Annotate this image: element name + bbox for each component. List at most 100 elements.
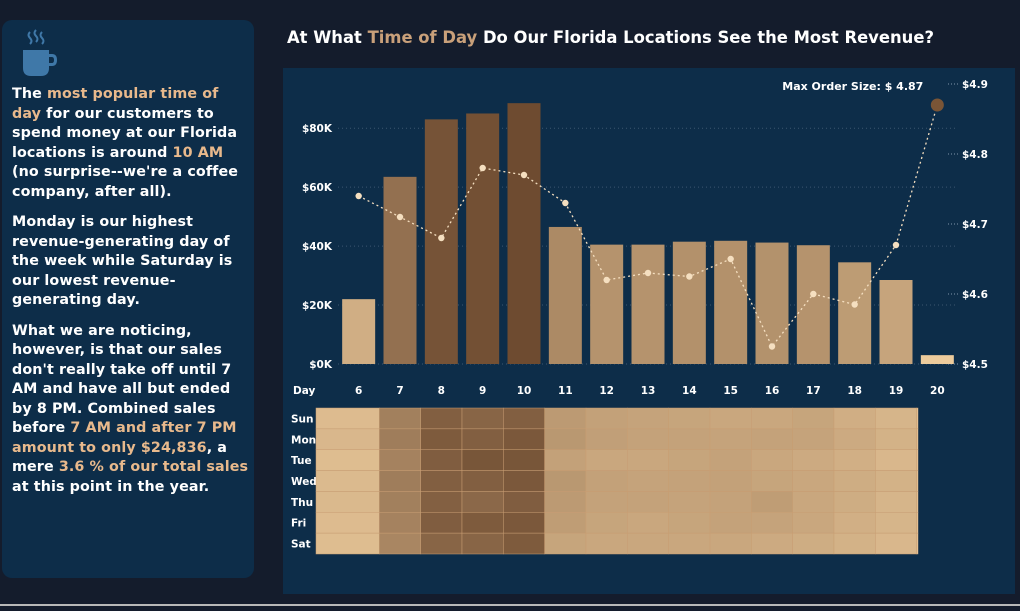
heatmap-cell: [315, 512, 380, 534]
y2-tick-label: $4.7: [962, 219, 988, 231]
heatmap-cell: [875, 449, 917, 471]
max-order-line: Max Order Size: $ 4.87: [355, 80, 944, 350]
heatmap-cell: [627, 532, 669, 555]
heatmap-cell: [833, 512, 876, 534]
x-tick-label: 11: [558, 385, 573, 397]
heatmap-cell: [627, 407, 669, 430]
heatmap-cell: [875, 512, 917, 534]
revenue-bar: [507, 103, 541, 364]
heatmap-cell: [709, 532, 752, 555]
heatmap-cell: [315, 491, 380, 513]
heatmap-cell: [585, 407, 628, 430]
heatmap-cell: [420, 407, 463, 430]
revenue-chart: Max Order Size: $ 4.87 $0K $20K $40K $60K $8…: [291, 79, 988, 555]
p3-segment-3: 3.6 % of our total sales: [58, 459, 249, 475]
p1-segment-0: The: [12, 86, 48, 102]
heatmap-cell: [379, 407, 421, 430]
x-tick-label: 15: [723, 385, 738, 397]
x-tick-label: 10: [517, 385, 532, 397]
bottom-divider: [0, 604, 1020, 606]
revenue-bar: [424, 119, 458, 364]
x-tick-label: 7: [396, 385, 403, 397]
heatmap-cell: [544, 428, 587, 450]
heatmap-cell: [627, 470, 669, 492]
heatmap-cell: [875, 407, 917, 430]
x-tick-label: 12: [599, 385, 614, 397]
y2-tick-label: $4.8: [962, 149, 988, 161]
heatmap-cell: [709, 470, 752, 492]
page-title: At What Time of Day Do Our Florida Locat…: [287, 28, 934, 47]
heatmap-cell: [544, 470, 587, 492]
heatmap-cell: [544, 407, 587, 430]
heatmap-cell: [792, 532, 835, 555]
coffee-cup-icon: [23, 29, 57, 76]
heatmap-cell: [668, 470, 711, 492]
heatmap-cell: [585, 428, 628, 450]
x-tick-label: 14: [682, 385, 697, 397]
chart-panel: Max Order Size: $ 4.87 $0K $20K $40K $60K $8…: [283, 68, 1015, 594]
heatmap-cell: [875, 428, 917, 450]
heatmap-cell: [792, 491, 835, 513]
heatmap-cell: [544, 491, 587, 513]
p3-segment-0: What we are noticing, however, is that o…: [12, 322, 232, 437]
heatmap-cell: [916, 449, 919, 471]
heatmap-cell: [833, 491, 876, 513]
heatmap-cell: [833, 449, 876, 471]
heatmap: Sun Mon Tue Wed Thu Fri Sat: [291, 407, 919, 555]
max-order-annotation: Max Order Size: $ 4.87: [782, 80, 923, 93]
heatmap-cell: [627, 512, 669, 534]
revenue-bar: [796, 245, 830, 364]
heatmap-cell: [627, 449, 669, 471]
p1-segment-1: most popular time of day: [12, 86, 219, 122]
heatmap-cell: [668, 491, 711, 513]
max-order-point: [851, 301, 858, 308]
heatmap-cell: [544, 512, 587, 534]
story-paragraph-2: Monday is our highest revenue-generating…: [12, 213, 250, 311]
heatmap-cell: [709, 512, 752, 534]
heatmap-cell: [751, 449, 793, 471]
max-order-point: [892, 241, 900, 249]
story-paragraph-3: What we are noticing, however, is that o…: [12, 322, 250, 498]
heatmap-cell: [503, 470, 545, 492]
max-order-point: [768, 343, 776, 350]
heatmap-cell: [379, 428, 421, 450]
heatmap-cell: [668, 428, 711, 450]
max-order-point: [562, 199, 569, 207]
title-highlight: Time of Day: [367, 28, 478, 47]
heatmap-cell: [503, 491, 545, 513]
heatmap-cell: [668, 512, 711, 534]
heatmap-cell: [379, 470, 421, 492]
heatmap-cell: [503, 512, 545, 534]
max-order-point: [727, 255, 734, 263]
story-text: The most popular time of day for our cus…: [12, 85, 250, 508]
heatmap-cell: [916, 491, 919, 513]
heatmap-cell: [315, 449, 380, 471]
heatmap-cell: [461, 428, 504, 450]
p3-segment-2: , a mere: [12, 439, 228, 476]
heatmap-cell: [916, 532, 919, 555]
title-prefix: At What: [287, 28, 368, 47]
heatmap-cell: [916, 428, 919, 450]
heatmap-row-label: Sun: [291, 413, 314, 425]
x-tick-label: 17: [806, 385, 821, 397]
heatmap-cell: [709, 491, 752, 513]
story-panel: The most popular time of day for our cus…: [2, 20, 254, 578]
heatmap-cell: [751, 470, 793, 492]
y-tick-label: $80K: [302, 123, 333, 135]
max-order-point: [355, 192, 362, 200]
x-tick-label: 19: [889, 385, 904, 397]
heatmap-cell: [751, 428, 793, 450]
heatmap-cell: [544, 449, 587, 471]
heatmap-cell: [420, 470, 463, 492]
heatmap-cell: [751, 491, 793, 513]
x-tick-label: 16: [765, 385, 780, 397]
heatmap-cell: [503, 407, 545, 430]
heatmap-cell: [833, 470, 876, 492]
x-tick-label: 18: [847, 385, 862, 397]
heatmap-cell: [379, 449, 421, 471]
heatmap-cell: [503, 449, 545, 471]
heatmap-row-label: Mon: [291, 434, 316, 446]
heatmap-cell: [916, 470, 919, 492]
heatmap-cell: [668, 532, 711, 555]
heatmap-cell: [315, 532, 380, 555]
